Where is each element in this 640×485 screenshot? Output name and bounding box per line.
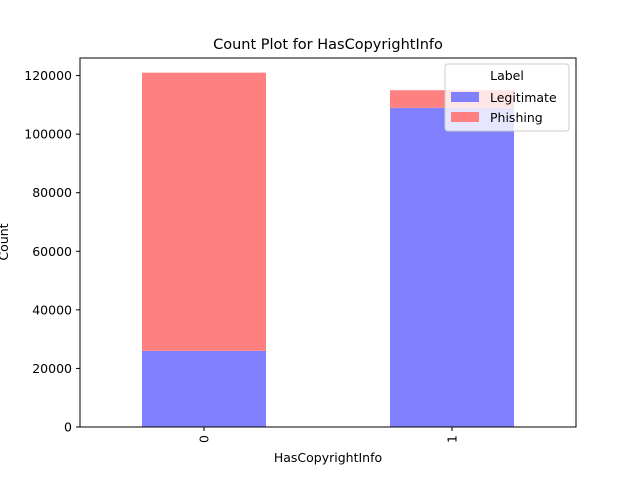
legend-entries: Legitimate Phishing [451, 90, 557, 125]
x-tick-label: 0 [197, 435, 212, 443]
bar-legitimate-1 [390, 107, 514, 428]
legend-label-legitimate: Legitimate [490, 90, 557, 105]
bar-phishing-0 [142, 72, 266, 351]
legend-title: Label [490, 68, 524, 83]
y-tick-label: 60000 [32, 244, 72, 259]
y-tick-label: 100000 [24, 127, 72, 142]
legend-swatch-legitimate [451, 92, 479, 102]
chart-title: Count Plot for HasCopyrightInfo [213, 37, 443, 53]
y-tick-label: 40000 [32, 302, 72, 317]
y-axis-ticks: 0 20000 40000 60000 80000 100000 120000 [24, 68, 80, 435]
y-tick-label: 20000 [32, 361, 72, 376]
y-tick-label: 120000 [24, 68, 72, 83]
legend-label-phishing: Phishing [490, 110, 543, 125]
legend-swatch-phishing [451, 112, 479, 122]
y-axis-label: Count [0, 223, 11, 260]
bars-group [142, 72, 514, 428]
x-axis-label: HasCopyrightInfo [274, 450, 382, 465]
plot-frame [79, 57, 577, 428]
x-tick-label: 1 [445, 435, 460, 443]
y-tick-label: 0 [64, 420, 72, 435]
y-tick-label: 80000 [32, 185, 72, 200]
bar-legitimate-0 [142, 350, 266, 427]
legend: Label Legitimate Phishing [444, 63, 570, 132]
